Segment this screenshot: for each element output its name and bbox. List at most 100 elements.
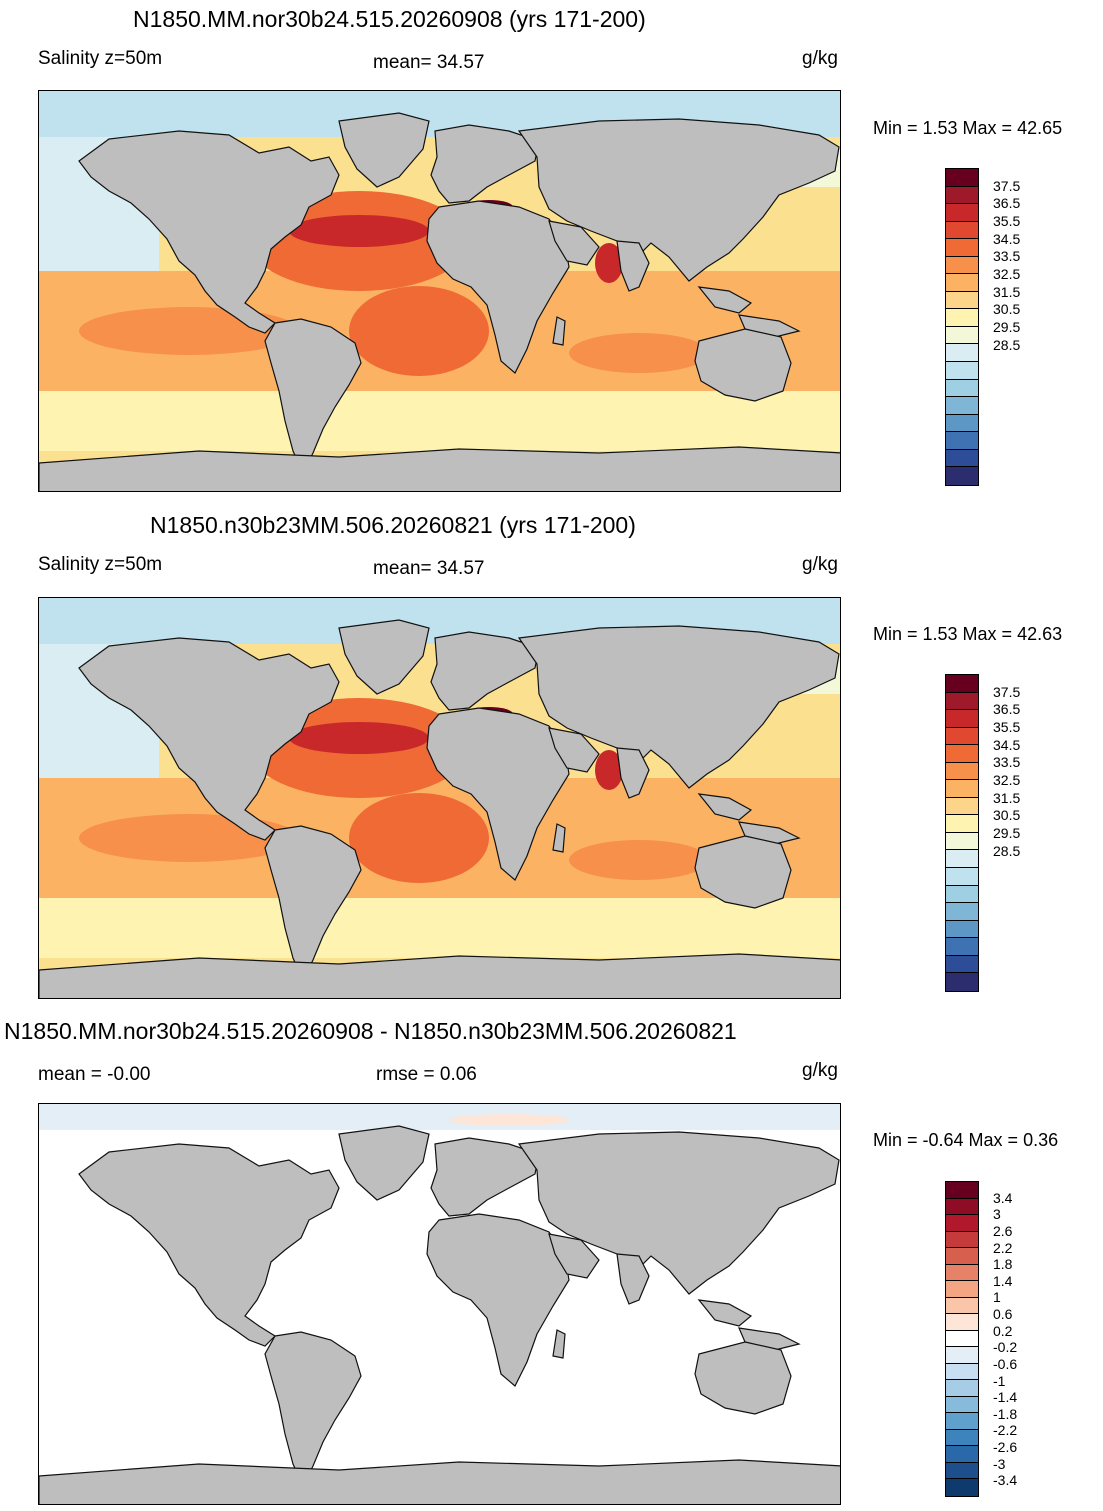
colorbar-swatch <box>946 379 978 398</box>
landmass <box>738 821 801 845</box>
landmass <box>616 747 650 799</box>
colorbar-swatch <box>946 274 978 292</box>
landmass <box>426 707 570 881</box>
landmass <box>430 1137 540 1217</box>
landmass <box>39 953 840 998</box>
landmass <box>338 619 430 695</box>
south-atlantic-high <box>349 286 489 376</box>
colorbar-tick-label: 37.5 <box>993 683 1021 700</box>
colorbar-tick-label: -3.4 <box>993 1472 1018 1489</box>
indian-ocean-high <box>569 840 709 880</box>
colorbar-swatch <box>946 221 978 240</box>
variable-label: Salinity z=50m <box>38 48 163 69</box>
colorbar-swatch <box>946 1248 978 1265</box>
colorbar-swatch <box>946 1429 978 1447</box>
colorbar-swatch <box>946 1198 978 1216</box>
landmass <box>430 631 540 711</box>
colorbar-swatch <box>946 362 978 380</box>
colorbar-swatch <box>946 1462 978 1480</box>
landmass <box>697 1299 753 1327</box>
colorbar-tick-label: 29.5 <box>993 319 1021 335</box>
colorbar-swatch <box>946 1396 978 1414</box>
landmass <box>697 793 753 821</box>
colorbar-tick-label: 1.8 <box>993 1256 1013 1273</box>
colorbar-tick-label: 32.5 <box>993 266 1021 282</box>
rmse-label: rmse = 0.06 <box>376 1064 477 1085</box>
colorbar-swatch <box>946 710 978 728</box>
landmass <box>548 1233 600 1279</box>
landmass <box>552 823 566 853</box>
colorbar-tick-label: -1.4 <box>993 1389 1018 1406</box>
colorbar-tick-label: 29.5 <box>993 825 1021 841</box>
panel-title: N1850.MM.nor30b24.515.20260908 - N1850.n… <box>4 1018 737 1044</box>
colorbar-swatch <box>946 868 978 886</box>
southern-ocean-band <box>39 898 840 958</box>
colorbar-swatch <box>946 432 978 450</box>
colorbar-swatch <box>946 727 978 746</box>
colorbar-swatch <box>946 692 978 711</box>
colorbar-tick-label: 32.5 <box>993 772 1021 788</box>
landmass <box>430 124 540 204</box>
min-max-label: Min = 1.53 Max = 42.65 <box>873 118 1063 138</box>
colorbar-tick-label: 0.2 <box>993 1322 1013 1339</box>
colorbar-swatch <box>946 397 978 415</box>
colorbar <box>945 168 979 486</box>
colorbar-tick-label: 33.5 <box>993 248 1021 265</box>
colorbar-tick-label: -0.2 <box>993 1339 1018 1356</box>
units-label: g/kg <box>802 48 838 69</box>
landmass <box>78 1143 340 1347</box>
colorbar-swatch <box>946 169 978 187</box>
colorbar-swatch <box>946 885 978 904</box>
landmass <box>738 314 801 338</box>
colorbar-swatch <box>946 1330 978 1348</box>
colorbar-tick-label: 1.4 <box>993 1272 1013 1289</box>
difference-map <box>38 1103 841 1505</box>
colorbar-swatch <box>946 449 978 468</box>
south-atlantic-high <box>349 793 489 883</box>
landmass <box>264 1331 362 1488</box>
colorbar-swatch <box>946 467 978 485</box>
landmass <box>338 112 430 188</box>
colorbar-tick-label: 30.5 <box>993 301 1021 318</box>
colorbar-tick-label: 2.6 <box>993 1222 1013 1239</box>
colorbar-tick-label: -0.6 <box>993 1355 1018 1372</box>
colorbar-swatch <box>946 1446 978 1463</box>
colorbar-swatch <box>946 920 978 939</box>
landmass <box>426 1213 570 1387</box>
colorbar-tick-label: 0.6 <box>993 1306 1013 1323</box>
colorbar-swatch <box>946 1215 978 1232</box>
arabian-sea-high <box>595 243 623 283</box>
units-label: g/kg <box>802 1060 838 1081</box>
landmass <box>697 286 753 314</box>
colorbar-tick-label: 31.5 <box>993 789 1021 806</box>
landmass <box>78 637 340 841</box>
colorbar-swatch <box>946 797 978 816</box>
colorbar-swatch <box>946 780 978 798</box>
colorbar-tick-label: -3 <box>993 1455 1006 1472</box>
mean-label: mean= 34.57 <box>373 558 485 579</box>
colorbar-swatch <box>946 326 978 345</box>
colorbar-swatch <box>946 1363 978 1381</box>
landmass <box>338 1125 430 1201</box>
colorbar-tick-label: 31.5 <box>993 283 1021 300</box>
landmass <box>78 130 340 334</box>
colorbar-swatch <box>946 1479 978 1496</box>
landmass <box>39 1459 840 1504</box>
mean-label: mean= 34.57 <box>373 52 485 73</box>
arctic-anomaly <box>39 1104 840 1130</box>
colorbar-swatch <box>946 1231 978 1249</box>
colorbar-swatch <box>946 903 978 921</box>
colorbar-tick-label: 34.5 <box>993 736 1021 753</box>
landmass <box>548 727 600 773</box>
landmass <box>552 1329 566 1359</box>
colorbar-swatch <box>946 1413 978 1430</box>
salinity-map <box>38 90 841 492</box>
colorbar-swatch <box>946 832 978 851</box>
landmass <box>616 240 650 292</box>
colorbar-swatch <box>946 850 978 869</box>
panel-title: N1850.n30b23MM.506.20260821 (yrs 171-200… <box>150 512 636 538</box>
landmass <box>694 1341 792 1415</box>
colorbar-swatch <box>946 1347 978 1364</box>
arctic-anomaly <box>449 1114 569 1126</box>
colorbar <box>945 1181 979 1497</box>
